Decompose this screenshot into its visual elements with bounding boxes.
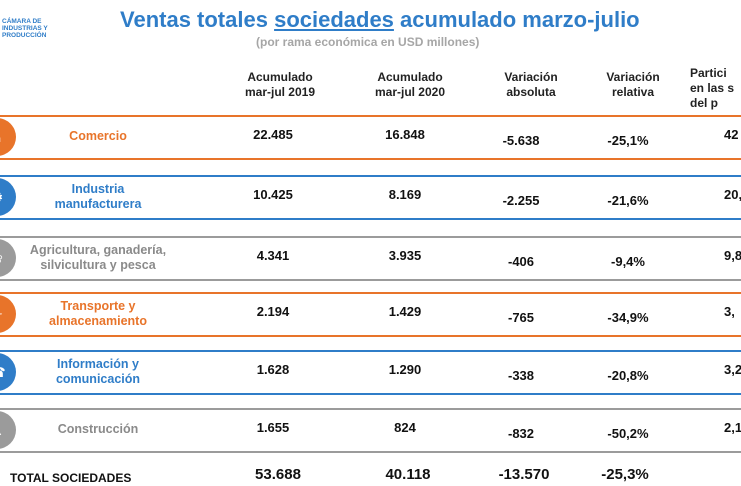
value-2020: 8.169 [388,187,422,202]
variacion-relativa: -9,4% [611,254,645,269]
sector-icon: ⚙ [0,178,16,216]
value-2020: 1.290 [388,362,422,377]
value-2019: 1.655 [256,420,290,435]
table-row: ❀ Agricultura, ganadería, silvicultura y … [0,236,741,281]
value-2020: 824 [394,420,416,435]
value-2020: 1.429 [388,304,422,319]
sector-label: Agricultura, ganadería, silvicultura y p… [29,243,167,272]
header-acumulado-2019: Acumulado mar-jul 2019 [244,70,316,99]
sector-label: Transporte y almacenamiento [49,299,147,328]
logo-text: Cámara de Industrias y Producción [2,18,48,39]
header-participacion: Partici en las s del p [690,66,735,110]
participacion: 3,2 [724,362,741,377]
value-2019: 22.485 [253,127,293,142]
page-title: Ventas totales sociedades acumulado marz… [120,7,640,32]
sector-icon: ⌂ [0,118,16,156]
sector-icon: ☎ [0,353,16,391]
sector-label: Industria manufacturera [54,182,142,211]
header-variacion-relativa: Variación relativa [606,70,660,99]
header-variacion-absoluta: Variación absoluta [504,70,558,99]
total-2020: 40.118 [385,466,431,483]
participacion: 3, [724,304,735,319]
variacion-relativa: -20,8% [607,368,649,383]
variacion-relativa: -25,1% [607,133,649,148]
sector-icon: ▲ [0,411,16,449]
total-label: TOTAL SOCIEDADES [10,471,132,485]
variacion-absoluta: -2.255 [502,193,540,208]
value-2019: 4.341 [256,248,290,263]
page-subtitle: (por rama económica en USD millones) [256,35,480,49]
sector-label: Información y comunicación [55,357,141,386]
table-row: ▲ Construcción 1.655 824 -832 -50,2% 2,1 [0,408,741,453]
value-2020: 16.848 [385,127,425,142]
variacion-relativa: -50,2% [607,426,649,441]
table-row: ☎ Información y comunicación 1.628 1.290 -33… [0,350,741,395]
value-2019: 1.628 [256,362,290,377]
value-2019: 2.194 [256,304,290,319]
value-2020: 3.935 [388,248,422,263]
table-row: ⌂ Comercio 22.485 16.848 -5.638 -25,1% 42 [0,115,741,160]
table-row: ✈ Transporte y almacenamiento 2.194 1.429 -7… [0,292,741,337]
variacion-relativa: -21,6% [607,193,649,208]
table-row: ⚙ Industria manufacturera 10.425 8.169 -2.25… [0,175,741,220]
sector-icon: ✈ [0,295,16,333]
variacion-absoluta: -406 [507,254,535,269]
variacion-absoluta: -5.638 [502,133,540,148]
variacion-absoluta: -765 [507,310,535,325]
total-2019: 53.688 [255,466,301,483]
participacion: 20, [724,187,741,202]
sector-icon: ❀ [0,239,16,277]
variacion-absoluta: -832 [507,426,535,441]
value-2019: 10.425 [253,187,293,202]
total-variacion-absoluta: -13.570 [498,466,550,483]
participacion: 2,1 [724,420,741,435]
header-acumulado-2020: Acumulado mar-jul 2020 [374,70,446,99]
total-variacion-relativa: -25,3% [601,466,649,483]
sector-label: Construcción [57,422,139,436]
variacion-relativa: -34,9% [607,310,649,325]
variacion-absoluta: -338 [507,368,535,383]
sector-label: Comercio [69,129,127,143]
participacion: 42 [724,127,739,142]
participacion: 9,8 [724,248,741,263]
